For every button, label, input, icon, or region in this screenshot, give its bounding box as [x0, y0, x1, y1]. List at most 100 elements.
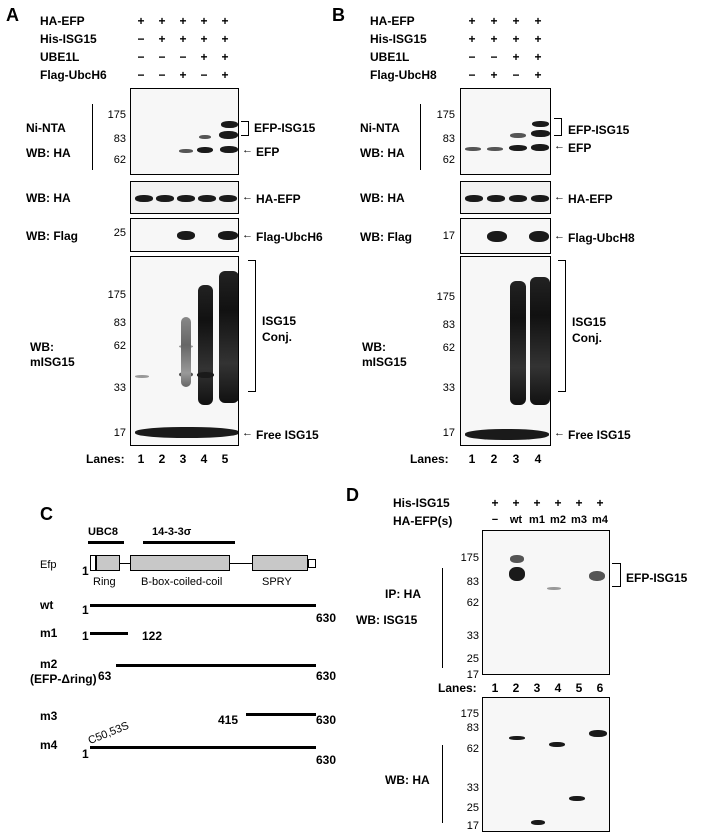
panel-d-sign: +	[596, 496, 604, 510]
panel-b-row-label-his-isg15: His-ISG15	[370, 32, 427, 46]
panel-b-flag-ubch8-label: Flag-UbcH8	[568, 231, 635, 245]
panel-c-wt-start: 1	[82, 603, 89, 617]
panel-b-lane-number: 3	[512, 452, 520, 466]
panel-b-free-isg15-arrow: ←	[554, 427, 565, 439]
panel-b-isg15-label: ISG15	[572, 315, 607, 329]
panel-c-bbox-label: B-box-coiled-coil	[141, 576, 223, 588]
panel-b-sign: +	[468, 32, 476, 46]
panel-b-efp-arrow: ←	[554, 140, 565, 152]
panel-a-sign: +	[200, 50, 208, 64]
free-isg15-band	[465, 429, 549, 440]
panel-d-mw2-33: 33	[466, 782, 479, 794]
panel-d-mw-33: 33	[466, 630, 479, 642]
panel-c-m3-name: m3	[40, 709, 58, 723]
panel-d-sign: wt	[509, 514, 523, 526]
panel-d-sign: +	[491, 496, 499, 510]
efp-band	[531, 144, 549, 151]
panel-a-lane-number: 4	[200, 452, 208, 466]
panel-a-sign: +	[221, 32, 229, 46]
panel-b-mw-83: 83	[442, 133, 455, 145]
panel-b-blot-flag	[460, 218, 551, 254]
panel-b-sign: +	[512, 50, 520, 64]
panel-a-sign: −	[158, 68, 166, 82]
panel-a-letter: A	[6, 5, 19, 25]
panel-b-row-label-ha-efp: HA-EFP	[370, 14, 415, 28]
panel-b-mw-62: 62	[442, 154, 455, 166]
panel-b-mw4-83: 83	[442, 319, 455, 331]
panel-d-mw-83: 83	[466, 576, 479, 588]
panel-c-ubc8-label: UBC8	[88, 526, 118, 538]
panel-b-conj-bracket	[558, 260, 566, 392]
panel-a-row-label-flag-ubch6: Flag-UbcH6	[40, 68, 107, 82]
panel-b-sign: +	[468, 14, 476, 28]
ha-efp-band	[219, 195, 237, 202]
panel-c-letter: C	[40, 504, 53, 524]
panel-a-mw-175: 175	[107, 109, 126, 121]
panel-d-efp-isg15-bracket	[612, 563, 621, 587]
panel-a-sign: −	[158, 50, 166, 64]
panel-a-free-isg15-label: Free ISG15	[256, 428, 319, 442]
panel-a-efp-label: EFP	[256, 145, 280, 159]
panel-b-blot-ha-efp	[460, 181, 551, 214]
panel-d-wb-ha-label: WB: HA	[385, 773, 430, 787]
panel-a-conj-bracket	[248, 260, 256, 392]
panel-d-blot2-bracket-line	[442, 745, 443, 823]
panel-b-blot-ni-nta	[460, 88, 551, 175]
efp-band	[220, 146, 238, 153]
panel-c-efp-nterm	[90, 555, 96, 571]
panel-a-sign: +	[158, 32, 166, 46]
panel-b-lane-number: 1	[468, 452, 476, 466]
panel-c-m4-start: 1	[82, 747, 89, 761]
efp-isg15-band	[221, 121, 238, 128]
panel-c-efp-start: 1	[82, 564, 89, 578]
panel-a-blot-flag	[130, 218, 239, 252]
panel-a-mw-83: 83	[113, 133, 126, 145]
panel-d-sign: +	[533, 496, 541, 510]
panel-b-wb-ha-label: WB: HA	[360, 146, 405, 160]
panel-b-sign: +	[490, 32, 498, 46]
panel-c-m1-end: 122	[142, 629, 163, 643]
panel-c-m2-sub: (EFP-Δring)	[30, 672, 97, 686]
ha-efp-band	[509, 736, 525, 740]
panel-b-blot4-label-misg15: mISG15	[362, 355, 407, 369]
panel-b-row-label-ube1l: UBE1L	[370, 50, 410, 64]
panel-b-sign: −	[468, 68, 476, 82]
panel-d-row-label-his-isg15: His-ISG15	[393, 496, 450, 510]
panel-c-m3-bar	[246, 713, 316, 716]
panel-b-ni-nta-label: Ni-NTA	[360, 121, 400, 135]
efp-isg15-band	[547, 587, 561, 590]
panel-a-efp-isg15-bracket	[241, 121, 249, 136]
panel-a-sign: −	[179, 50, 187, 64]
panel-d-lane-number: 3	[533, 681, 541, 695]
panel-b-efp-isg15-bracket	[554, 118, 562, 136]
panel-a-sign: −	[137, 32, 145, 46]
panel-c-m4-mutation: C50,53S	[86, 719, 131, 747]
panel-d-blot1-bracket-line	[442, 568, 443, 668]
panel-c-m2-name: m2	[40, 657, 58, 671]
panel-a-mw-25: 25	[113, 227, 126, 239]
panel-a-isg15-label: ISG15	[262, 314, 297, 328]
panel-b-mw-175: 175	[436, 109, 455, 121]
efp-band	[179, 149, 193, 153]
efp-band	[509, 145, 527, 151]
panel-c-14-3-3-bar	[143, 541, 235, 544]
panel-c-m1-name: m1	[40, 626, 58, 640]
panel-a-sign: +	[179, 32, 187, 46]
panel-a-sign: −	[137, 68, 145, 82]
panel-d-mw2-175: 175	[460, 708, 479, 720]
panel-c-ring-domain	[96, 555, 120, 571]
panel-a-sign: +	[179, 68, 187, 82]
panel-b-flag-ubch8-arrow: ←	[554, 230, 565, 242]
panel-c-efp-label: Efp	[40, 559, 57, 571]
panel-a-row-label-ube1l: UBE1L	[40, 50, 80, 64]
panel-a-sign: +	[200, 14, 208, 28]
flag-ubch6-band	[218, 231, 238, 240]
panel-a-lanes-label: Lanes:	[86, 452, 125, 466]
panel-a-blot-ha-efp	[130, 181, 239, 214]
panel-a-lane-number: 2	[158, 452, 166, 466]
free-isg15-band	[135, 427, 238, 438]
panel-b-row-label-flag-ubch8: Flag-UbcH8	[370, 68, 437, 82]
panel-c-efp-cterm	[308, 559, 316, 568]
efp-band	[487, 147, 503, 151]
panel-b-ha-efp-label: HA-EFP	[568, 192, 613, 206]
